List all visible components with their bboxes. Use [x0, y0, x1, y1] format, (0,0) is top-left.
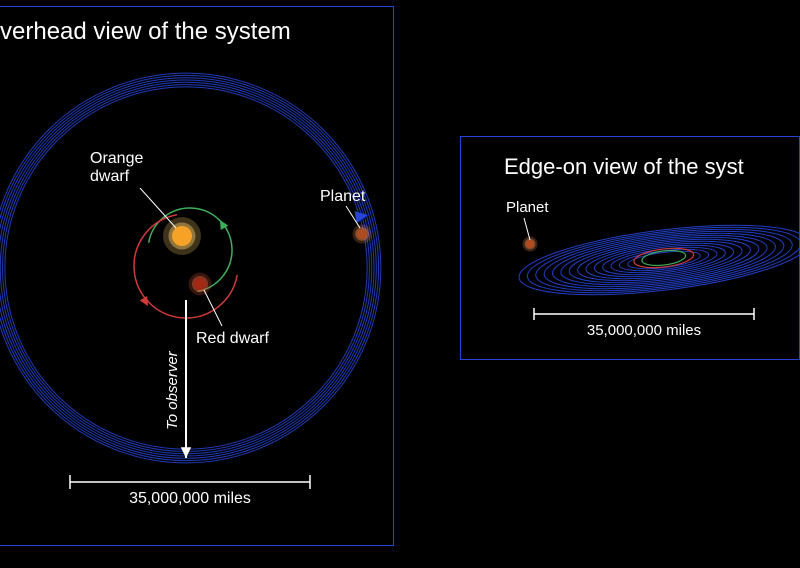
- edge-scale-label: 35,000,000 miles: [534, 322, 754, 339]
- edge-diagram: [0, 0, 800, 568]
- edge-planet-label: Planet: [506, 200, 549, 217]
- edge-title: Edge-on view of the syst: [504, 154, 744, 180]
